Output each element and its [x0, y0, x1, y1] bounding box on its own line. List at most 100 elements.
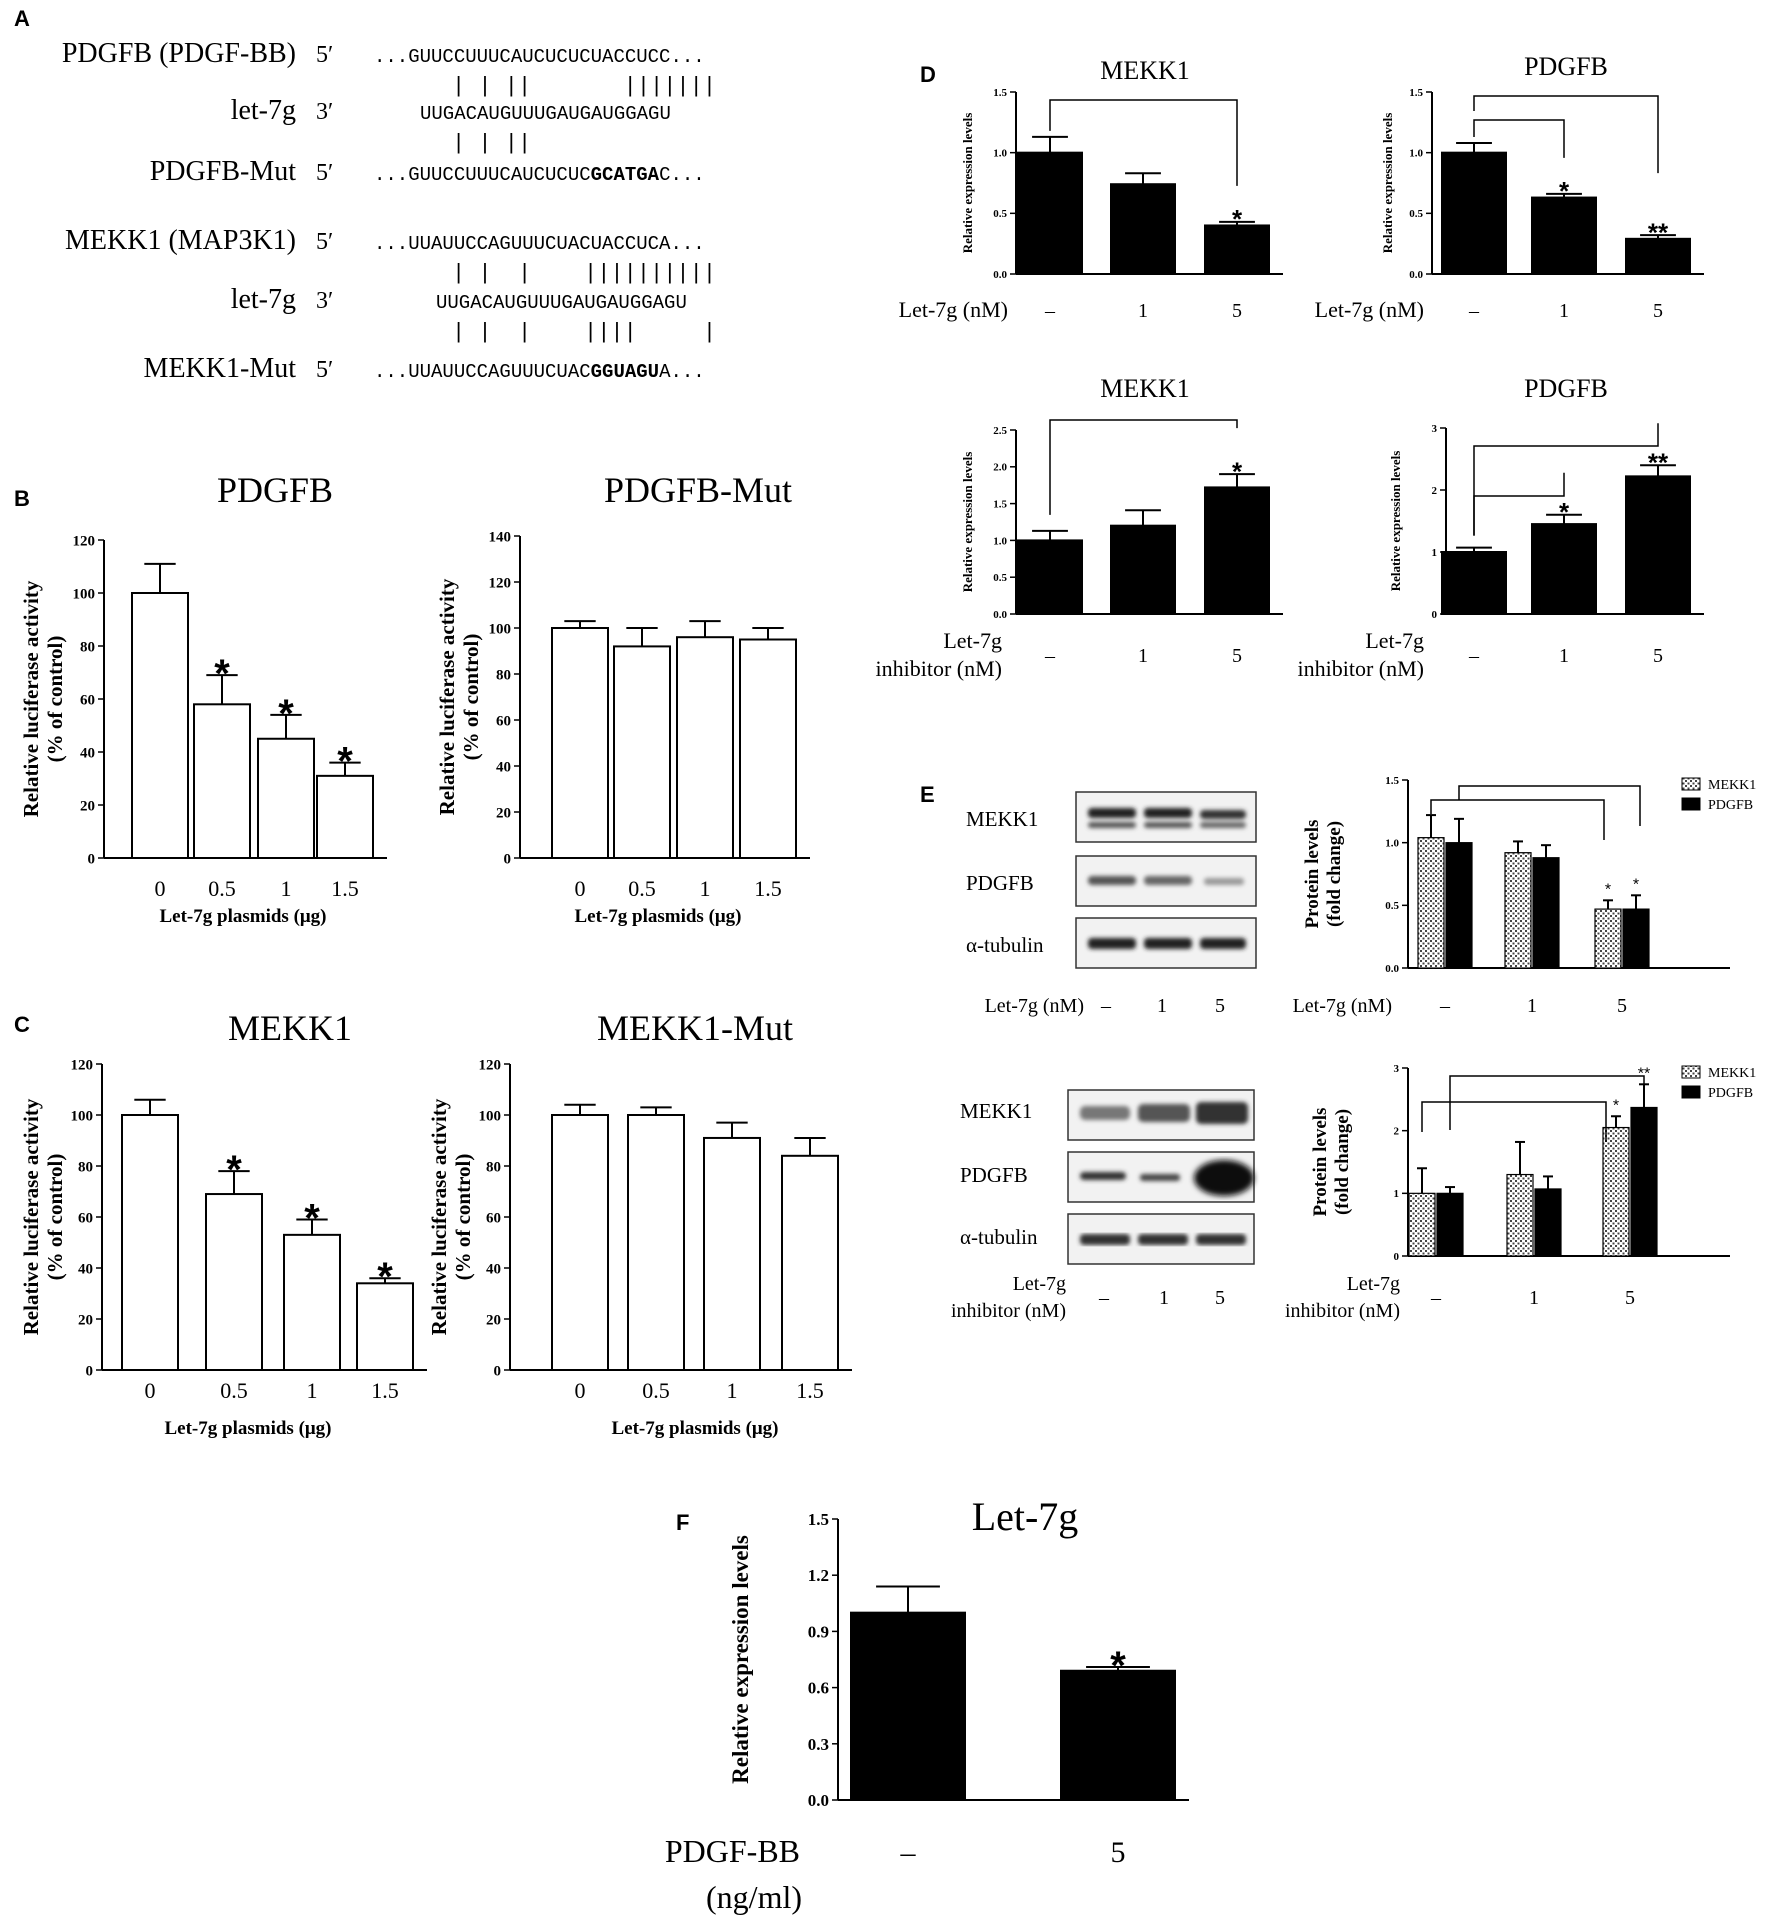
D3-bar [1204, 486, 1270, 615]
seq-row-sequence: UUGACAUGUUUGAUGAUGGAGU [436, 292, 687, 314]
D1-y-tick-label: 0.5 [993, 208, 1007, 220]
D4-significance-mark: ** [1648, 448, 1669, 478]
C1-significance-mark: * [304, 1197, 320, 1241]
D3-y-tick-label: 1.0 [993, 535, 1007, 547]
C1-x-tick-label: 1 [307, 1378, 318, 1403]
C1-y-tick-label: 60 [78, 1210, 93, 1226]
D3-y-tick-label: 1.5 [993, 498, 1007, 510]
E2-significance-mark: ** [1638, 1065, 1650, 1082]
blot-label-mekk1: MEKK1 [966, 807, 1038, 831]
B1-y-tick-label: 80 [80, 639, 95, 655]
seq-row-end: 5′ [316, 229, 333, 255]
E1-comparison-bracket [1458, 785, 1641, 826]
seq-pairing-lines: | | | |||| | [452, 320, 716, 345]
D1-chart-title: MEKK1 [1100, 56, 1190, 85]
C2-y-tick-label: 120 [479, 1057, 502, 1073]
E2-comparison-bracket [1421, 1101, 1607, 1142]
E2-y-tick-label: 2 [1394, 1126, 1400, 1138]
D4-x-tick-label: 5 [1653, 645, 1663, 667]
B1-y-axis-label: Relative luciferase activity [19, 580, 43, 817]
E2-comparison-bracket [1449, 1075, 1645, 1130]
E1-y-axis-label: Protein levels [1302, 820, 1323, 929]
E2-y-axis-label-2: (fold change) [1332, 1109, 1353, 1215]
B1-x-tick-label: 0.5 [208, 876, 236, 901]
f-xlabel-line2: (ng/ml) [706, 1879, 802, 1915]
D2-y-tick-label: 1.5 [1409, 87, 1423, 99]
C1-x-tick-label: 1.5 [371, 1378, 399, 1403]
D3-significance-mark: * [1232, 456, 1243, 486]
d2-xlabel: Let-7g (nM) [1315, 297, 1424, 322]
D4-y-tick-label: 2 [1432, 485, 1438, 497]
D1-y-tick-label: 1.0 [993, 148, 1007, 160]
D3-y-axis-label: Relative expression levels [960, 452, 975, 593]
C2-y-tick-label: 40 [486, 1261, 501, 1277]
E2-x-tick-label: 1 [1529, 1287, 1539, 1309]
B1-significance-mark: * [214, 652, 230, 696]
blot-lane-label: 5 [1215, 995, 1225, 1017]
F1-bar [1060, 1669, 1176, 1801]
D4-significance-mark: * [1559, 497, 1570, 527]
D2-bar [1625, 237, 1691, 276]
C2-y-tick-label: 100 [479, 1108, 502, 1124]
seq-row-end: 5′ [316, 42, 333, 68]
E1-y-tick-label: 1.5 [1385, 775, 1399, 787]
E2-bar-mekk1 [1408, 1192, 1436, 1257]
C1-chart-title: MEKK1 [228, 1008, 352, 1048]
C1-bar [121, 1114, 179, 1371]
C2-y-tick-label: 0 [494, 1363, 502, 1379]
panel-letter-f: F [676, 1510, 689, 1535]
seq-mutated: GGUAGU [591, 361, 659, 383]
d1-xlabel: Let-7g (nM) [899, 297, 1008, 322]
B2-chart-title: PDGFB-Mut [604, 470, 792, 510]
D1-x-tick-label: 1 [1138, 300, 1148, 322]
B2-y-axis-label-2: (% of control) [459, 634, 483, 761]
E1-bar-mekk1 [1417, 837, 1445, 969]
D2-y-tick-label: 0.5 [1409, 208, 1423, 220]
C1-significance-mark: * [377, 1255, 393, 1299]
E2-x-axis-label: Let-7g [1347, 1273, 1400, 1295]
B1-y-tick-label: 0 [88, 851, 96, 867]
B1-y-tick-label: 20 [80, 798, 95, 814]
D2-comparison-bracket [1473, 95, 1659, 174]
D1-significance-mark: * [1232, 204, 1243, 234]
E2-legend-label: MEKK1 [1708, 1066, 1756, 1081]
D4-y-tick-label: 0 [1432, 609, 1438, 621]
seq-pairing-lines: | | | |||||||||| [452, 261, 716, 286]
seq-row-name: MEKK1 (MAP3K1) [65, 225, 296, 256]
C2-y-tick-label: 80 [486, 1159, 501, 1175]
B1-y-tick-label: 100 [73, 586, 96, 602]
F1-y-tick-label: 1.2 [808, 1566, 829, 1585]
E1-y-tick-label: 1.0 [1385, 838, 1399, 850]
B1-significance-mark: * [278, 692, 294, 736]
C2-bar [703, 1136, 761, 1371]
F1-y-tick-label: 0.3 [808, 1735, 829, 1754]
seq-mutated: GCATGA [591, 164, 660, 186]
D3-chart-title: MEKK1 [1100, 374, 1190, 403]
F1-significance-mark: * [1110, 1644, 1126, 1688]
F1-bar [850, 1611, 966, 1801]
blot-label-mekk1: MEKK1 [960, 1099, 1032, 1123]
B1-y-tick-label: 40 [80, 745, 95, 761]
E2-bar-pdgfb [1630, 1106, 1658, 1257]
D3-x-tick-label: 1 [1138, 645, 1148, 667]
seq-row-end: 3′ [316, 99, 333, 125]
d3-xlabel-line2: inhibitor (nM) [876, 656, 1003, 681]
seq-tail: A... [659, 361, 705, 383]
E2-bar-mekk1 [1602, 1126, 1630, 1257]
seq-row-name: PDGFB-Mut [150, 156, 296, 187]
seq-plain: ...GUUCCUUUCAUCUCUC [374, 164, 591, 186]
E1-legend-swatch [1681, 777, 1701, 791]
C1-y-tick-label: 120 [71, 1057, 94, 1073]
seq-row-name: PDGFB (PDGF-BB) [62, 38, 296, 69]
seq-row-sequence: ...GUUCCUUUCAUCUCUCUACCUCC... [374, 46, 705, 68]
D4-x-tick-label: – [1468, 645, 1480, 667]
seq-row-name: MEKK1-Mut [144, 353, 297, 384]
blot-top-xlabel: Let-7g (nM) [985, 995, 1084, 1017]
D1-comparison-bracket [1049, 99, 1238, 186]
B2-x-tick-label: 0 [575, 876, 586, 901]
E1-bar-pdgfb [1532, 857, 1560, 969]
B2-x-axis-label: Let-7g plasmids (μg) [575, 906, 742, 927]
B2-bar [613, 645, 671, 860]
seq-pairing-lines: | | || ||||||| [452, 74, 716, 99]
